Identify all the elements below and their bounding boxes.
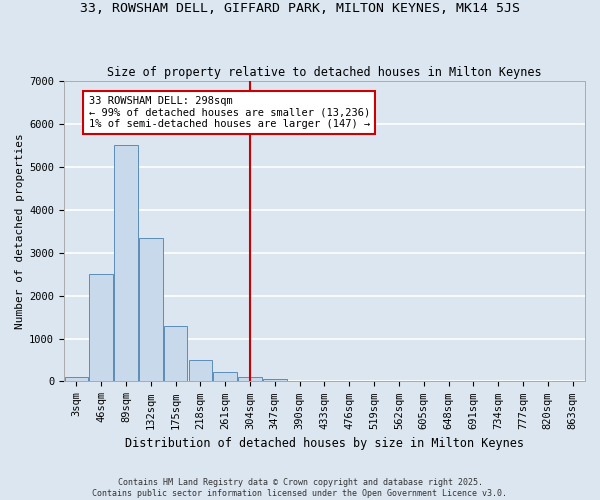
- Bar: [139, 238, 163, 382]
- Bar: [238, 377, 262, 382]
- Bar: [89, 274, 113, 382]
- Bar: [263, 379, 287, 382]
- Bar: [164, 326, 187, 382]
- Title: Size of property relative to detached houses in Milton Keynes: Size of property relative to detached ho…: [107, 66, 542, 78]
- Bar: [65, 377, 88, 382]
- X-axis label: Distribution of detached houses by size in Milton Keynes: Distribution of detached houses by size …: [125, 437, 524, 450]
- Y-axis label: Number of detached properties: Number of detached properties: [15, 134, 25, 329]
- Text: Contains HM Land Registry data © Crown copyright and database right 2025.
Contai: Contains HM Land Registry data © Crown c…: [92, 478, 508, 498]
- Text: 33, ROWSHAM DELL, GIFFARD PARK, MILTON KEYNES, MK14 5JS: 33, ROWSHAM DELL, GIFFARD PARK, MILTON K…: [80, 2, 520, 16]
- Bar: [114, 146, 138, 382]
- Text: 33 ROWSHAM DELL: 298sqm
← 99% of detached houses are smaller (13,236)
1% of semi: 33 ROWSHAM DELL: 298sqm ← 99% of detache…: [89, 96, 370, 130]
- Bar: [288, 380, 311, 382]
- Bar: [188, 360, 212, 382]
- Bar: [214, 372, 237, 382]
